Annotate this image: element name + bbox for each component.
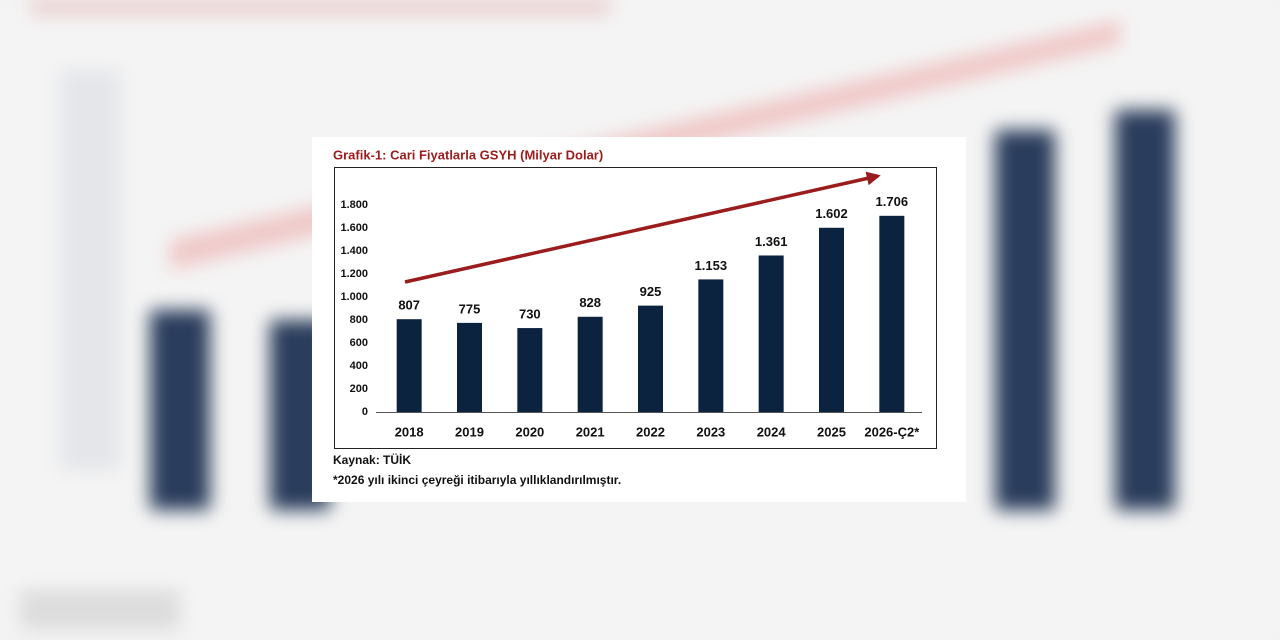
value-label: 1.706 — [876, 194, 909, 209]
x-tick-label: 2025 — [817, 424, 846, 439]
source: Kaynak: TÜİK — [333, 452, 411, 467]
x-tick-label: 2021 — [576, 424, 605, 439]
x-tick-label: 2026-Ç2* — [864, 424, 920, 439]
bar — [577, 316, 603, 412]
y-tick-label: 600 — [350, 337, 368, 349]
bar — [819, 227, 844, 412]
bar — [638, 305, 663, 412]
y-tick-label: 400 — [350, 360, 368, 372]
bar — [698, 279, 724, 412]
bar — [396, 319, 422, 412]
y-tick-label: 800 — [350, 314, 368, 326]
chart-title: Grafik-1: Cari Fiyatlarla GSYH (Milyar D… — [333, 147, 603, 162]
value-label: 1.602 — [815, 206, 848, 221]
x-tick-label: 2019 — [455, 424, 484, 439]
value-label: 730 — [519, 306, 541, 321]
bar — [517, 328, 543, 412]
value-label: 925 — [640, 284, 662, 299]
bg-stripe — [30, 0, 610, 14]
bar — [879, 215, 905, 412]
bg-bar — [1115, 110, 1175, 510]
y-tick-label: 1.200 — [340, 268, 368, 280]
x-tick-label: 2023 — [696, 424, 725, 439]
y-tick-label: 1.800 — [340, 199, 368, 211]
x-tick-label: 2022 — [636, 424, 665, 439]
value-label: 807 — [398, 298, 420, 313]
value-label: 1.153 — [695, 258, 728, 273]
y-tick-label: 1.000 — [340, 291, 368, 303]
y-tick-label: 1.400 — [340, 245, 368, 257]
footnote: *2026 yılı ikinci çeyreği itibarıyla yıl… — [333, 473, 621, 487]
bg-bar — [150, 310, 210, 510]
bar — [758, 255, 784, 412]
value-label: 1.361 — [755, 234, 788, 249]
bg-text — [20, 590, 180, 630]
plot-frame — [334, 167, 937, 449]
x-tick-label: 2020 — [515, 424, 544, 439]
bg-bar — [995, 130, 1055, 510]
bg-axis — [60, 70, 120, 470]
x-tick-label: 2018 — [395, 424, 424, 439]
trend-arrow — [404, 171, 881, 284]
bar — [457, 322, 482, 412]
y-tick-label: 200 — [350, 383, 368, 395]
value-label: 775 — [459, 301, 481, 316]
y-tick-label: 0 — [362, 406, 368, 418]
x-tick-label: 2024 — [757, 424, 787, 439]
y-tick-label: 1.600 — [340, 222, 368, 234]
value-label: 828 — [579, 295, 601, 310]
